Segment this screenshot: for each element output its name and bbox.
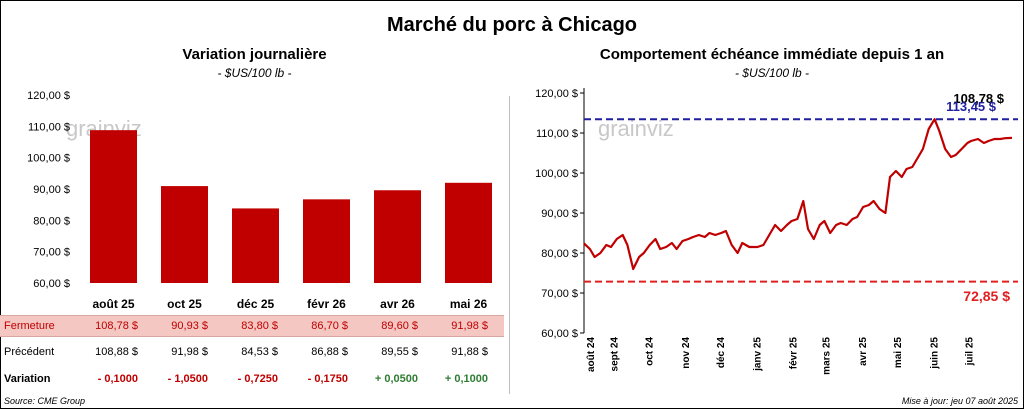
- source-note: Source: CME Group: [4, 396, 86, 406]
- fermeture-cell: 108,78 $: [95, 320, 138, 332]
- fermeture-cell: 90,93 $: [171, 320, 208, 332]
- bar: [90, 130, 137, 283]
- bar-y-tick: 90,00 $: [33, 184, 70, 196]
- bar-x-label: août 25: [92, 297, 134, 311]
- high-value-label: 113,45 $: [946, 99, 997, 114]
- variation-cell: + 0,1000: [444, 373, 488, 385]
- fermeture-cell: 83,80 $: [241, 320, 278, 332]
- bar: [232, 208, 279, 283]
- line-x-label: juil 25: [965, 337, 976, 367]
- line-y-tick: 120,00 $: [535, 88, 578, 100]
- variation-cell: - 1,0500: [167, 373, 208, 385]
- fermeture-label: Fermeture: [4, 320, 55, 332]
- precedent-cell: 86,88 $: [311, 346, 348, 358]
- precedent-cell: 89,55 $: [381, 346, 418, 358]
- line-x-label: nov 24: [681, 337, 692, 369]
- right-panel-title: Comportement échéance immédiate depuis 1…: [599, 46, 945, 63]
- bar-y-tick: 80,00 $: [33, 215, 70, 227]
- bar-y-tick: 100,00 $: [27, 153, 70, 165]
- line-x-label: août 24: [586, 337, 597, 372]
- precedent-cell: 84,53 $: [241, 346, 278, 358]
- variation-row: Variation - 0,1000 - 1,0500 - 0,7250 - 0…: [0, 369, 504, 389]
- update-note: Mise à jour: jeu 07 août 2025: [901, 396, 1018, 406]
- bar-x-label: avr 26: [380, 297, 415, 311]
- bar-chart: grainviz 60,00 $70,00 $80,00 $90,00 $100…: [27, 90, 492, 311]
- line-x-label: juin 25: [929, 337, 940, 370]
- line-x-label: déc 24: [716, 337, 727, 369]
- bar: [161, 186, 208, 283]
- price-series-line: [583, 118, 1013, 271]
- fermeture-cell: 91,98 $: [451, 320, 488, 332]
- line-x-label: avr 25: [858, 337, 869, 366]
- fermeture-cell: 89,60 $: [381, 320, 418, 332]
- line-x-label: mai 25: [893, 337, 904, 369]
- bar: [374, 190, 421, 283]
- bar-x-label: mai 26: [450, 297, 488, 311]
- line-y-tick: 100,00 $: [535, 168, 578, 180]
- right-panel-subtitle: - $US/100 lb -: [734, 66, 810, 80]
- bar-y-tick: 70,00 $: [33, 247, 70, 259]
- precedent-row: Précédent 108,88 $ 91,98 $ 84,53 $ 86,88…: [0, 342, 504, 362]
- last-value-label: 108,78 $: [953, 91, 1004, 106]
- left-panel-subtitle: - $US/100 lb -: [217, 66, 292, 80]
- left-panel-title: Variation journalière: [182, 46, 327, 63]
- line-y-tick: 80,00 $: [541, 248, 578, 260]
- main-title: Marché du porc à Chicago: [386, 14, 638, 36]
- line-y-tick: 60,00 $: [541, 328, 578, 340]
- bar-y-tick: 60,00 $: [33, 278, 70, 290]
- precedent-cell: 91,98 $: [171, 346, 208, 358]
- fermeture-cell: 86,70 $: [311, 320, 348, 332]
- variation-label: Variation: [4, 373, 51, 385]
- bar-x-label: déc 25: [237, 297, 275, 311]
- precedent-cell: 108,88 $: [95, 346, 138, 358]
- bar-y-tick: 120,00 $: [27, 90, 70, 102]
- precedent-cell: 91,88 $: [451, 346, 488, 358]
- variation-cell: + 0,0500: [374, 373, 418, 385]
- line-y-tick: 110,00 $: [536, 128, 578, 140]
- variation-cell: - 0,1750: [307, 373, 348, 385]
- variation-cell: - 0,1000: [97, 373, 138, 385]
- bar-y-tick: 110,00 $: [28, 121, 70, 133]
- fermeture-row: Fermeture 108,78 $ 90,93 $ 83,80 $ 86,70…: [0, 315, 504, 337]
- precedent-label: Précédent: [4, 346, 55, 358]
- low-value-label: 72,85 $: [963, 288, 1010, 304]
- line-x-label: mars 25: [822, 337, 833, 375]
- line-x-label: févr 25: [789, 337, 800, 370]
- bar-x-label: févr 26: [307, 297, 346, 311]
- variation-cell: - 0,7250: [237, 373, 278, 385]
- panel-divider: [509, 96, 510, 394]
- line-x-label: sept 24: [609, 337, 620, 372]
- line-x-label: janv 25: [752, 337, 763, 372]
- line-x-label: oct 24: [644, 337, 655, 366]
- bar: [445, 182, 492, 283]
- bar: [303, 199, 350, 283]
- line-y-tick: 90,00 $: [541, 208, 578, 220]
- line-y-tick: 70,00 $: [541, 288, 578, 300]
- bar-x-label: oct 25: [167, 297, 202, 311]
